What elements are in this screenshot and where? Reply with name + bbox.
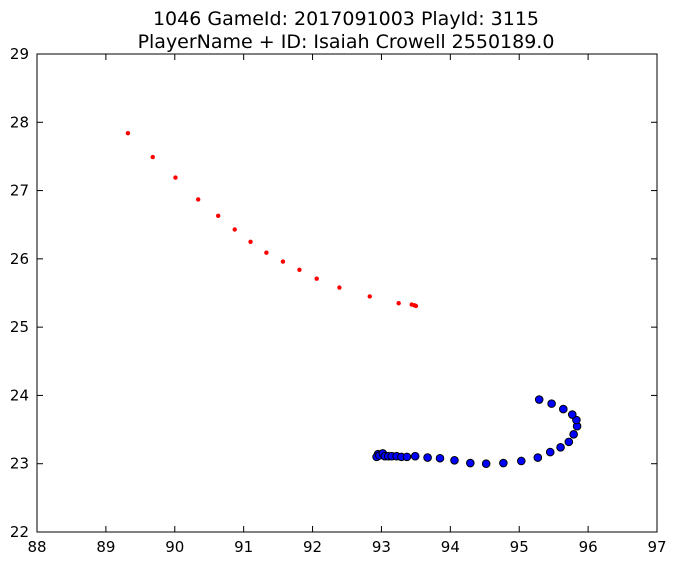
red-point <box>264 250 269 255</box>
blue-point <box>516 456 526 466</box>
x-tick-label: 92 <box>303 538 322 556</box>
x-tick-label: 95 <box>510 538 529 556</box>
blue-point <box>564 437 574 447</box>
blue-point <box>450 456 459 465</box>
data-marks <box>125 131 582 469</box>
red-point <box>173 175 178 180</box>
blue-point <box>559 404 568 414</box>
red-point <box>297 267 302 272</box>
red-point <box>367 294 372 299</box>
x-tick-label: 94 <box>441 538 460 556</box>
blue-point <box>533 453 543 462</box>
plot-area <box>37 54 657 532</box>
x-tick-label: 90 <box>165 538 184 556</box>
red-point <box>215 213 221 219</box>
red-point <box>150 154 155 160</box>
x-tick-label: 91 <box>234 538 253 556</box>
red-point <box>396 301 401 306</box>
x-tick-label: 89 <box>96 538 115 556</box>
axis-tick-labels: 88 89 90 91 92 93 94 95 96 97 22 23 24 25 26 27 28 29 <box>10 45 667 556</box>
red-point <box>248 239 253 244</box>
blue-point <box>556 443 565 452</box>
red-point <box>280 259 286 264</box>
chart-subtitle: PlayerName + ID: Isaiah Crowell 2550189.… <box>138 31 555 53</box>
red-point <box>314 276 319 281</box>
blue-point <box>481 459 491 469</box>
chart-title: 1046 GameId: 2017091003 PlayId: 3115 <box>153 8 539 30</box>
red-point <box>232 227 237 232</box>
blue-point <box>423 453 432 462</box>
y-tick-label: 26 <box>10 250 29 268</box>
y-tick-label: 29 <box>10 45 29 63</box>
red-point <box>196 197 201 202</box>
y-tick-label: 24 <box>10 386 29 404</box>
x-tick-label: 96 <box>579 538 598 556</box>
x-tick-label: 88 <box>27 538 46 556</box>
axis-ticks <box>36 53 658 533</box>
blue-point <box>435 453 445 463</box>
x-tick-label: 97 <box>647 538 666 556</box>
blue-point <box>545 447 555 457</box>
blue-point <box>410 451 420 461</box>
red-point <box>125 131 131 136</box>
blue-point <box>567 410 577 419</box>
y-tick-label: 27 <box>10 182 29 200</box>
x-tick-label: 93 <box>372 538 391 556</box>
plot-frame <box>36 53 658 533</box>
red-point <box>413 303 419 309</box>
y-tick-label: 22 <box>10 523 29 541</box>
blue-point <box>499 458 508 468</box>
blue-point <box>547 399 556 408</box>
blue-point <box>569 430 578 439</box>
y-tick-label: 23 <box>10 455 29 473</box>
blue-point <box>534 395 544 404</box>
y-tick-label: 28 <box>10 113 29 131</box>
blue-point <box>466 458 475 468</box>
y-tick-label: 25 <box>10 318 29 336</box>
red-point <box>337 285 342 290</box>
blue-point <box>402 452 412 462</box>
